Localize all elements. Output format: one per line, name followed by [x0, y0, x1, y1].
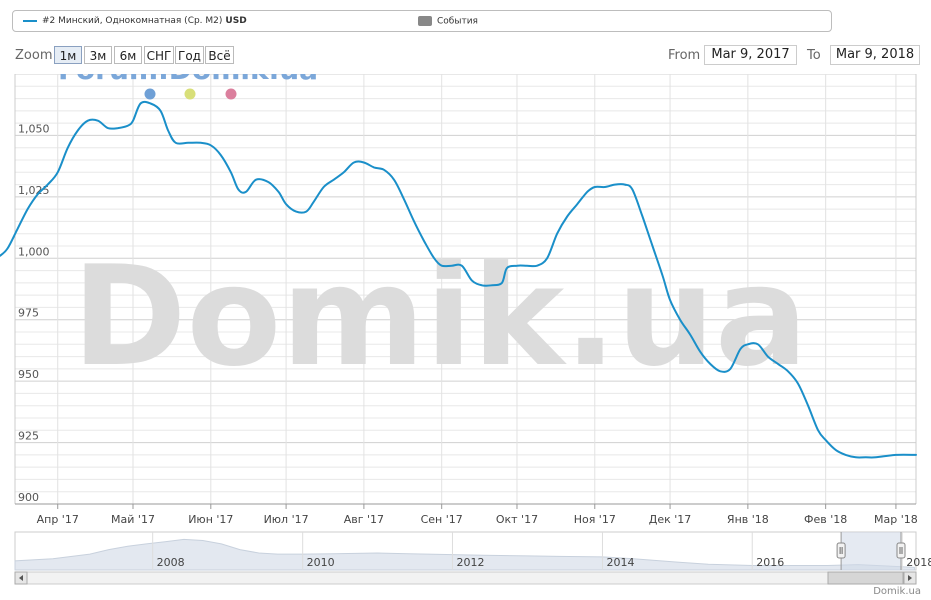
navigator-tick-label: 2016: [756, 556, 784, 569]
navigator-overview-area: [14, 538, 915, 571]
y-tick-label: 1,025: [18, 184, 50, 197]
navigator-handle-grip[interactable]: [896, 542, 906, 559]
series-swatch: [23, 19, 37, 22]
legend-series-label: #2 Минский, Однокомнатная (Ср. М2): [42, 16, 223, 26]
to-label: To: [807, 48, 821, 63]
y-tick-label: 1,050: [18, 122, 50, 135]
zoom-button-1m[interactable]: 1м: [54, 46, 82, 64]
x-tick-label: Янв '18: [727, 513, 769, 526]
zoom-label: Zoom: [15, 48, 53, 63]
x-tick-label: Апр '17: [37, 513, 79, 526]
x-tick-label: Мар '18: [874, 513, 918, 526]
scrollbar-track[interactable]: [14, 571, 917, 585]
x-tick-label: Июн '17: [188, 513, 233, 526]
y-tick-label: 1,000: [18, 245, 50, 258]
x-tick-label: Фев '18: [804, 513, 847, 526]
y-tick-label: 950: [18, 368, 39, 381]
y-tick-label: 975: [18, 307, 39, 320]
navigator-tick-label: 2012: [456, 556, 484, 569]
legend-item-series[interactable]: #2 Минский, Однокомнатная (Ср. М2) USD: [23, 16, 247, 26]
credit-link[interactable]: Domik.ua: [873, 586, 921, 597]
navigator-handle-left[interactable]: [836, 532, 846, 570]
grid: [14, 74, 917, 505]
marker-dot[interactable]: [184, 88, 196, 100]
navigator-tick-label: 2010: [307, 556, 335, 569]
scrollbar-right-arrow-icon: [908, 575, 912, 581]
navigator-labels: 2008 2010 2012 2014 2016 2018: [157, 556, 931, 569]
watermark-forum: Forum.Domik.ua: [58, 74, 318, 86]
zoom-button-3m[interactable]: 3м: [84, 46, 112, 64]
y-tick-label: 925: [18, 430, 39, 443]
legend-unit: USD: [225, 16, 247, 26]
navigator-grid: [152, 532, 903, 570]
x-tick-label: Май '17: [111, 513, 155, 526]
from-date-input[interactable]: Mar 9, 2017: [704, 45, 797, 65]
x-tick-label: Окт '17: [496, 513, 538, 526]
from-label: From: [668, 48, 701, 63]
x-tick-label: Ноя '17: [574, 513, 616, 526]
navigator-tick-label: 2008: [157, 556, 185, 569]
marker-dots: [144, 88, 237, 100]
navigator-tick-label: 2014: [606, 556, 634, 569]
series-layer: [0, 100, 917, 459]
marker-dot[interactable]: [225, 88, 237, 100]
legend: #2 Минский, Однокомнатная (Ср. М2) USD Со…: [12, 10, 832, 32]
x-tick-label: Дек '17: [649, 513, 692, 526]
to-date-input[interactable]: Mar 9, 2018: [830, 45, 920, 65]
legend-events-label: События: [437, 16, 478, 27]
legend-item-events[interactable]: События: [418, 16, 478, 27]
watermark-main: Domik.ua: [72, 236, 808, 397]
x-tick-label: Июл '17: [264, 513, 309, 526]
y-tick-label: 900: [18, 491, 39, 504]
series-line[interactable]: [0, 100, 917, 459]
navigator[interactable]: 2008 2010 2012 2014 2016 2018: [0, 528, 931, 588]
navigator-tick-label: 2018: [906, 556, 931, 569]
x-axis: Апр '17 Май '17 Июн '17 Июл '17 Авг '17 Сен '…: [37, 504, 918, 526]
navigator-handle-right[interactable]: [896, 532, 906, 570]
zoom-button-ytd[interactable]: СНГ: [144, 46, 174, 64]
x-tick-label: Авг '17: [344, 513, 384, 526]
main-chart[interactable]: Domik.ua 1,050 1,025 1,000 975 950 925 900 Апр…: [0, 74, 931, 528]
navigator-selected-range[interactable]: [841, 532, 901, 570]
x-tick-label: Сен '17: [421, 513, 463, 526]
y-axis: 1,050 1,025 1,000 975 950 925 900: [18, 122, 50, 504]
marker-dot[interactable]: [144, 88, 156, 100]
zoom-button-6m[interactable]: 6м: [114, 46, 142, 64]
scrollbar-thumb[interactable]: [827, 571, 904, 585]
events-swatch: [418, 16, 432, 26]
zoom-button-year[interactable]: Год: [175, 46, 204, 64]
navigator-handle-grip[interactable]: [836, 542, 846, 559]
zoom-button-all[interactable]: Всё: [205, 46, 234, 64]
scrollbar-left-arrow-icon: [19, 575, 23, 581]
